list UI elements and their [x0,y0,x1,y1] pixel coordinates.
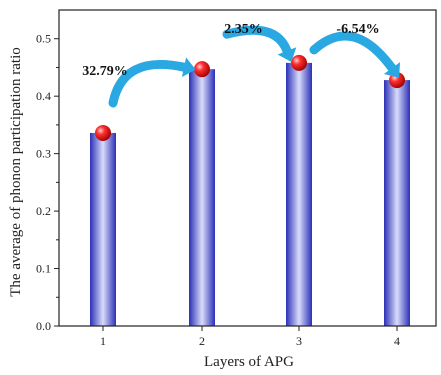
data-point-marker [194,61,210,78]
y-tick-label: 0.3 [36,147,51,161]
trend-arrow-shaft [309,31,397,73]
data-point-marker [95,124,111,141]
bar [384,80,410,326]
y-tick-label: 0.1 [36,262,51,276]
y-tick-label: 0.4 [36,89,51,103]
bar [90,132,116,326]
percent-change-label: -6.54% [336,22,379,37]
percent-change-label: 2.35% [224,22,263,37]
y-axis-title: The average of phonon participation rati… [8,47,24,297]
data-point-marker [291,54,307,71]
trend-arrow-head [277,47,297,63]
x-axis-title: Layers of APG [204,354,294,370]
bar-group [90,62,410,326]
percent-change-label: 32.79% [82,64,128,79]
y-tick-label: 0.5 [36,32,51,46]
trend-arrow-head [181,57,196,77]
arrow-group: 32.79% 2.35% -6.54% [82,22,401,108]
axes: 0.0 0.1 0.2 0.3 0.4 0.5 1 2 3 4 [36,9,437,348]
trend-arrow-shaft [108,59,189,108]
x-tick-label: 4 [394,334,400,348]
plot-frame [58,9,437,327]
bar [189,69,215,326]
x-tick-label: 2 [199,334,205,348]
trend-arrow-shaft [222,25,292,56]
y-tick-label: 0.0 [36,319,51,333]
y-tick-label: 0.2 [36,204,51,218]
bar [286,62,312,326]
trend-arrow-head [383,62,401,78]
x-tick-label: 3 [296,334,302,348]
x-tick-label: 1 [100,334,106,348]
